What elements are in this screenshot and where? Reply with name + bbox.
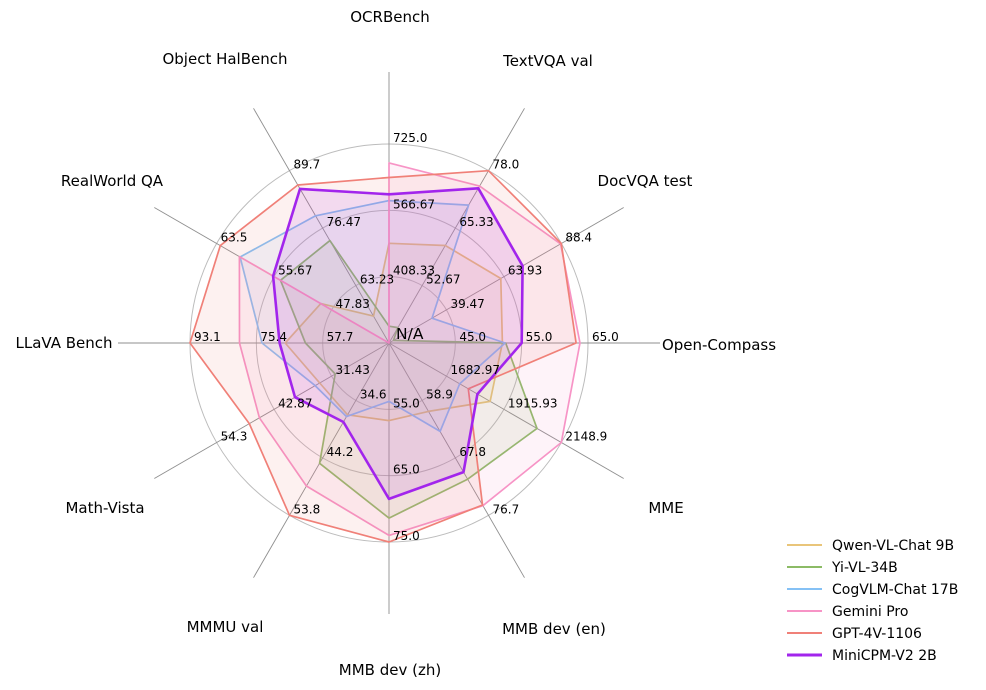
axis-category-label: MMB dev (zh) [339,661,441,679]
legend-label: CogVLM-Chat 17B [832,582,958,598]
axis-tick-label: 58.9 [426,387,453,401]
axis-tick-label: 63.23 [360,273,394,287]
axis-tick-label: 1915.93 [508,396,558,410]
axis-tick-label: 78.0 [493,158,520,172]
axis-category-label: MMMU val [187,618,264,636]
axis-category-label: TextVQA val [502,52,593,70]
axis-spoke [154,342,390,479]
axis-tick-label: 76.7 [493,502,520,516]
axis-tick-label: 31.43 [336,363,370,377]
axis-spoke [388,108,525,344]
axis-tick-label: 42.87 [278,396,312,410]
axis-category-label: RealWorld QA [61,172,164,190]
axis-tick-label: 566.67 [393,197,435,211]
axis-spoke [388,342,624,479]
center-na-label: N/A [396,325,424,343]
axis-tick-label: 57.7 [327,330,354,344]
axis-tick-label: 53.8 [294,502,321,516]
legend-label: Qwen-VL-Chat 9B [832,538,954,554]
axis-category-label: Open-Compass [662,336,776,354]
axis-tick-label: 89.7 [294,158,321,172]
legend-label: Gemini Pro [832,604,908,620]
axis-tick-label: 725.0 [393,131,427,145]
axis-tick-label: 63.93 [508,264,542,278]
legend-label: MiniCPM-V2 2B [832,648,937,664]
axis-tick-label: 47.83 [336,297,370,311]
axis-tick-label: 67.8 [459,445,486,459]
axis-tick-label: 34.6 [360,387,387,401]
axis-spoke [388,207,624,344]
series-polygon [189,169,577,543]
axis-category-label: MME [648,499,683,517]
axis-tick-label: 54.3 [221,430,248,444]
axis-tick-label: 75.4 [260,330,287,344]
axis-category-label: OCRBench [350,8,429,26]
series-polygon [271,187,524,501]
axis-spoke [388,342,525,578]
axis-spoke [253,108,390,344]
axis-tick-label: 44.2 [327,445,354,459]
axis-tick-label: 75.0 [393,529,420,543]
axis-tick-label: 76.47 [327,215,361,229]
axis-tick-label: 1682.97 [450,363,500,377]
axis-category-label: Object HalBench [162,50,287,68]
axis-category-label: Math-Vista [65,499,144,517]
axis-tick-label: 55.0 [526,330,553,344]
axis-spoke [253,342,390,578]
axis-tick-label: 93.1 [194,330,221,344]
axis-tick-label: 88.4 [565,231,592,245]
axis-tick-label: 39.47 [450,297,484,311]
axis-tick-label: 52.67 [426,273,460,287]
axis-tick-label: 2148.9 [565,430,607,444]
axis-tick-label: 55.0 [393,396,420,410]
axis-tick-label: 63.5 [221,231,248,245]
legend-label: Yi-VL-34B [831,560,898,576]
axis-tick-label: 65.33 [459,215,493,229]
axis-tick-label: 65.0 [592,330,619,344]
axis-tick-label: 65.0 [393,463,420,477]
legend-label: GPT-4V-1106 [832,626,922,642]
axis-category-label: DocVQA test [598,172,693,190]
axis-tick-label: 408.33 [393,264,435,278]
axis-category-label: MMB dev (en) [502,620,606,638]
axis-tick-label: 55.67 [278,264,312,278]
axis-tick-label: 45.0 [459,330,486,344]
axis-category-label: LLaVA Bench [15,334,112,352]
